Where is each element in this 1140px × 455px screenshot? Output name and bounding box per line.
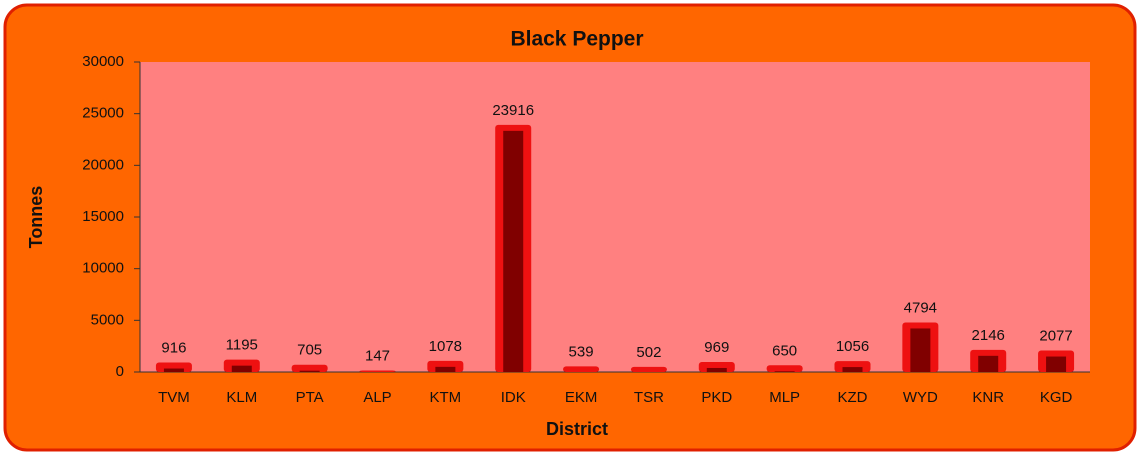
value-label: 2146 — [972, 327, 1005, 344]
x-tick-label: KLM — [226, 389, 257, 406]
x-tick-label: ALP — [363, 389, 391, 406]
bar-inner — [299, 370, 320, 372]
bar-inner — [910, 328, 931, 372]
value-label: 916 — [161, 340, 186, 357]
bar-inner — [163, 368, 184, 372]
y-tick-label: 5000 — [91, 311, 124, 328]
y-tick-label: 30000 — [82, 53, 124, 70]
x-tick-label: KTM — [430, 389, 462, 406]
value-label: 539 — [569, 343, 594, 360]
value-label: 650 — [772, 342, 797, 359]
bar — [563, 366, 600, 372]
chart-title: Black Pepper — [510, 28, 643, 51]
x-tick-label: WYD — [903, 389, 938, 406]
bar — [630, 366, 667, 372]
bar-inner — [435, 366, 456, 372]
y-tick-label: 20000 — [82, 156, 124, 173]
bar — [766, 365, 803, 372]
y-tick-label: 10000 — [82, 260, 124, 277]
bar — [291, 364, 328, 372]
value-label: 4794 — [904, 299, 937, 316]
x-tick-label: IDK — [501, 389, 526, 406]
x-tick-label: TSR — [634, 389, 664, 406]
x-tick-label: TVM — [158, 389, 190, 406]
value-label: 705 — [297, 342, 322, 359]
value-label: 969 — [704, 339, 729, 356]
bar-inner — [706, 367, 727, 372]
bar-inner — [1046, 356, 1067, 372]
y-axis-label: Tonnes — [26, 186, 46, 249]
x-tick-label: EKM — [565, 389, 598, 406]
x-tick-label: KZD — [838, 389, 868, 406]
bar-inner — [774, 371, 795, 372]
x-tick-label: PKD — [701, 389, 732, 406]
value-label: 23916 — [492, 102, 534, 119]
plot-area — [140, 62, 1090, 372]
value-label: 2077 — [1039, 328, 1072, 345]
x-tick-label: KGD — [1040, 389, 1073, 406]
value-label: 502 — [636, 344, 661, 361]
bar-inner — [842, 367, 863, 372]
value-label: 1195 — [226, 337, 258, 354]
bar-inner — [231, 365, 252, 372]
bar-inner — [503, 130, 524, 372]
x-axis-label: District — [546, 419, 608, 439]
value-label: 147 — [365, 347, 390, 364]
value-label: 1078 — [429, 338, 462, 355]
y-tick-label: 0 — [116, 363, 124, 380]
y-tick-label: 25000 — [82, 105, 124, 122]
bar-inner — [978, 355, 999, 372]
y-tick-label: 15000 — [82, 208, 124, 225]
bar — [359, 370, 396, 372]
x-tick-label: PTA — [296, 389, 324, 406]
value-label: 1056 — [836, 338, 869, 355]
x-tick-label: MLP — [769, 389, 800, 406]
x-tick-label: KNR — [972, 389, 1004, 406]
